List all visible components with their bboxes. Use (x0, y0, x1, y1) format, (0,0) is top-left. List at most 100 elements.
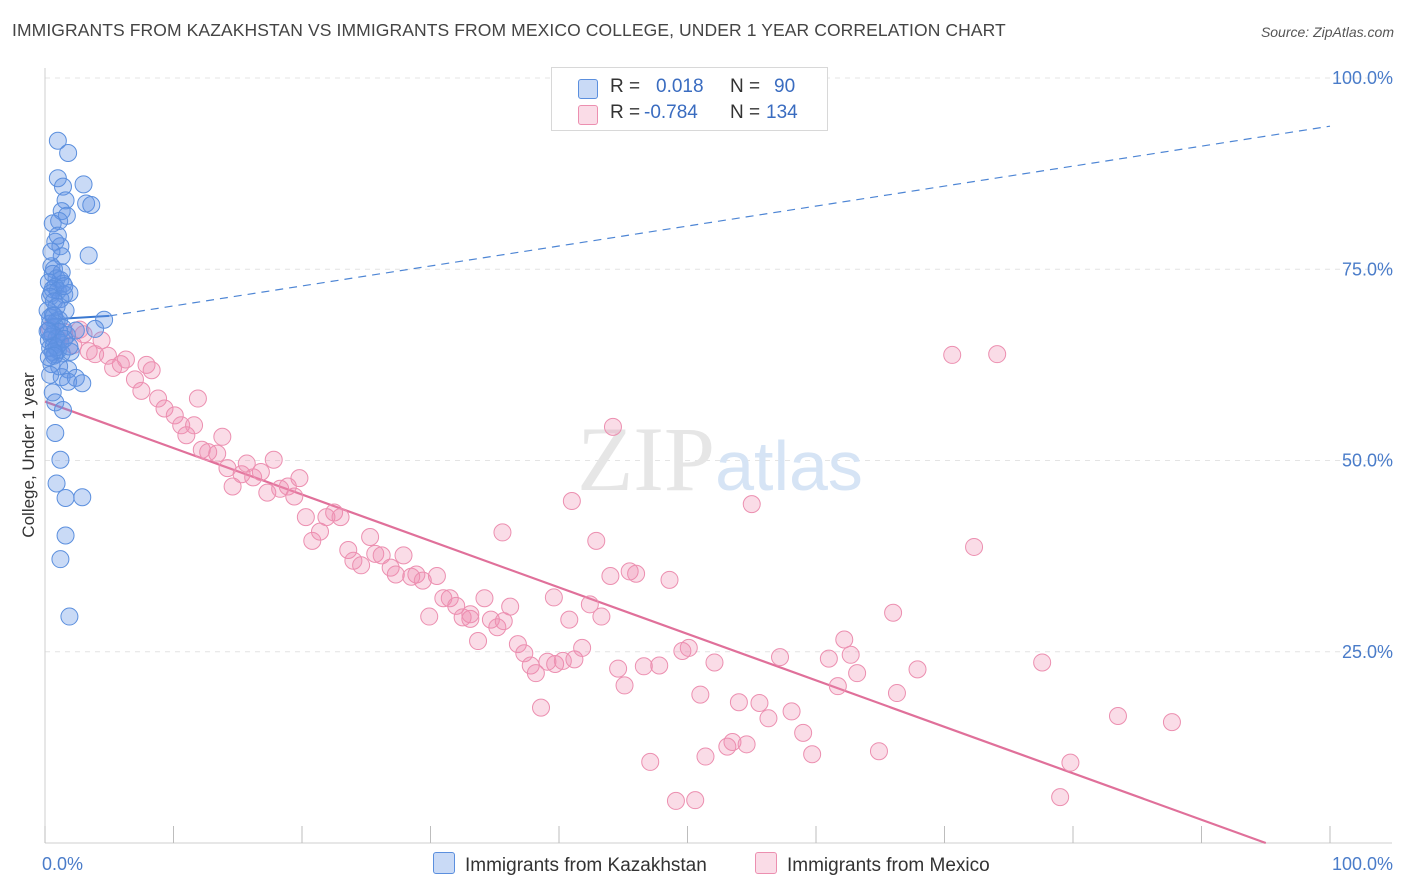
mexico-point (988, 345, 1007, 364)
mexico-point (553, 651, 572, 670)
mexico-point (848, 664, 867, 683)
mexico-point (592, 607, 611, 626)
mexico-point (1162, 713, 1181, 732)
tick-labels: 100.0% 75.0% 50.0% 25.0% 0.0% 100.0% (42, 68, 1393, 874)
mexico-point (440, 589, 459, 608)
kazakhstan-point (41, 365, 60, 384)
kazakhstan-point (53, 177, 72, 196)
watermark-atlas: atlas (715, 427, 863, 505)
mexico-swatch (755, 852, 777, 874)
kazakhstan-point (53, 401, 72, 420)
mexico-point (199, 443, 218, 462)
mexico-point (447, 596, 466, 615)
kazakhstan-point (60, 607, 79, 626)
mexico-point (366, 544, 385, 563)
kazakhstan-swatch (433, 852, 455, 874)
axes (44, 68, 1392, 844)
watermark: ZIPatlas (577, 408, 863, 510)
mexico-point (331, 508, 350, 527)
mexico-point (290, 469, 309, 488)
kazakhstan-point (48, 131, 67, 150)
mexico-point (908, 660, 927, 679)
mexico-point (835, 630, 854, 649)
mexico-point (461, 605, 480, 624)
legend-n-value: 134 (766, 102, 798, 123)
mexico-point (461, 609, 480, 628)
mexico-point (587, 531, 606, 550)
mexico-point (427, 567, 446, 586)
kazakhstan-point (48, 169, 67, 188)
mexico-point (686, 791, 705, 810)
mexico-point (155, 399, 174, 418)
mexico-point (803, 745, 822, 764)
mexico-point (501, 597, 520, 616)
mexico-point (132, 381, 151, 400)
legend-item-mexico: Immigrants from Mexico (755, 852, 990, 877)
mexico-point (177, 426, 196, 445)
kazakhstan-point (56, 301, 75, 320)
mexico-point (603, 417, 622, 436)
legend-label: Immigrants from Kazakhstan (465, 855, 707, 876)
mexico-point (965, 537, 984, 556)
legend-n-label: N = (730, 76, 761, 97)
mexico-swatch (578, 105, 598, 125)
mexico-point (142, 361, 161, 380)
mexico-point (679, 638, 698, 657)
mexico-point (794, 723, 813, 742)
mexico-point (1061, 753, 1080, 772)
mexico-point (828, 677, 847, 696)
mexico-point (782, 702, 801, 721)
kazakhstan-point (46, 423, 65, 442)
mexico-point (544, 588, 563, 607)
mexico-point (609, 659, 628, 678)
mexico-point (691, 685, 710, 704)
mexico-point (1108, 707, 1127, 726)
source-label: Source: ZipAtlas.com (1260, 24, 1394, 40)
y-axis-label: College, Under 1 year (19, 372, 38, 538)
mexico-point (666, 791, 685, 810)
mexico-point (339, 541, 358, 560)
mexico-point (560, 610, 579, 629)
mexico-point (223, 477, 242, 496)
mexico-point (650, 656, 669, 675)
kazakhstan-point (52, 368, 71, 387)
mexico-point (394, 546, 413, 565)
mexico-point (172, 416, 191, 435)
mexico-point (264, 450, 283, 469)
mexico-point (232, 465, 251, 484)
mexico-point (137, 355, 156, 374)
mexico-point (469, 632, 488, 651)
y-tick-label: 25.0% (1342, 642, 1393, 662)
mexico-point (641, 752, 660, 771)
mexico-point (562, 492, 581, 511)
mexico-point (526, 664, 545, 683)
legend-r-label: R = (610, 76, 641, 97)
mexico-point (185, 416, 204, 435)
mexico-point (213, 427, 232, 446)
y-tick-label: 100.0% (1332, 68, 1393, 88)
stats-legend: R = 0.018 N = 90 R = -0.784 N = 134 (551, 67, 828, 131)
mexico-point (634, 657, 653, 676)
mexico-point (1051, 788, 1070, 807)
kazakhstan-point (51, 450, 70, 469)
kazakhstan-point (79, 246, 98, 265)
legend-n-value: 90 (774, 76, 796, 97)
legend-item-kazakhstan: Immigrants from Kazakhstan (433, 852, 707, 877)
mexico-point (771, 648, 790, 667)
mexico-point (188, 389, 207, 408)
mexico-point (475, 589, 494, 608)
mexico-point (361, 528, 380, 546)
legend-r-value: -0.784 (644, 102, 698, 123)
y-tick-label: 75.0% (1342, 259, 1393, 279)
mexico-points (41, 319, 1181, 810)
kazakhstan-point (86, 319, 105, 338)
mexico-point (208, 444, 227, 463)
mexico-point (742, 495, 761, 514)
mexico-point (325, 503, 344, 522)
kazakhstan-point (51, 550, 70, 569)
x-tick-label: 100.0% (1332, 854, 1393, 874)
mexico-point (759, 709, 778, 728)
mexico-point (165, 406, 184, 425)
mexico-point (869, 742, 888, 761)
kazakhstan-point (52, 263, 71, 282)
